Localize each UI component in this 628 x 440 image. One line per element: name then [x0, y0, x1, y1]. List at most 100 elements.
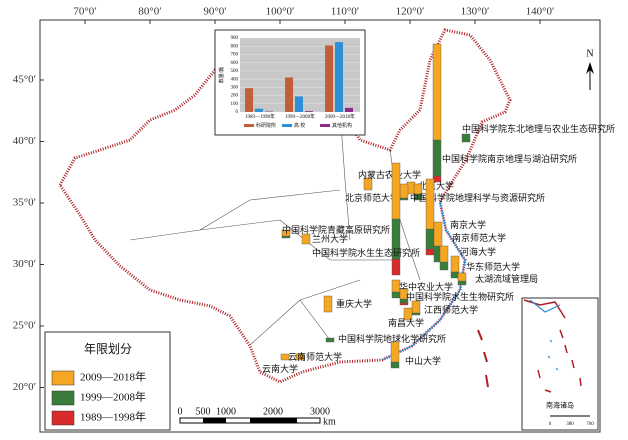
lat-tick-label: 45°0′	[13, 74, 36, 86]
institution-label: 南京师范大学	[452, 232, 506, 243]
bar	[345, 107, 353, 112]
institution-bar	[411, 300, 421, 314]
lat-tick-label: 40°0′	[13, 135, 36, 147]
institution-label: 中国科学院地球化学研究所	[338, 333, 446, 344]
institution-label: 中国科学院青藏高原研究所	[282, 224, 390, 235]
institution-bar	[281, 235, 291, 239]
institution-label: 江西师范大学	[424, 304, 478, 315]
south-sea-inset: 南海诸岛	[521, 297, 599, 431]
sea-boundary	[477, 329, 489, 388]
institution-label: 华中农业大学	[399, 281, 453, 292]
legend-label: 科研院所	[256, 122, 276, 129]
scale-label: 2000	[263, 406, 283, 417]
institution-label: 中国科学院南京地理与湖泊研究所	[442, 153, 577, 164]
institution-label: 中国科学院水生生态研究所	[312, 247, 420, 258]
inset-frame	[521, 297, 599, 431]
institution-bar	[391, 258, 401, 276]
lon-tick-label: 130°0′	[461, 6, 490, 18]
bar	[245, 88, 253, 112]
institution-bar	[399, 288, 409, 300]
institution-label: 南京大学	[450, 219, 486, 230]
coastline	[381, 201, 466, 361]
bar	[285, 77, 293, 112]
lon-tick-label: 120°0′	[396, 6, 425, 18]
y-tick-label: 100	[231, 102, 239, 107]
north-label: N	[586, 48, 593, 59]
legend-swatch	[51, 410, 75, 426]
institution-bar	[411, 312, 421, 316]
x-tick-label: 2009—2018年	[325, 113, 355, 120]
bar	[335, 42, 343, 112]
scale-segment	[250, 418, 297, 423]
y-tick-label: 600	[231, 61, 239, 66]
institution-label: 内蒙古农业大学	[358, 169, 421, 180]
inset-label: 南海诸岛	[546, 401, 574, 410]
bar	[325, 45, 333, 112]
institution-bar	[425, 248, 435, 256]
institution-bar	[457, 280, 467, 286]
legend-label: 高 校	[294, 122, 305, 129]
institution-bar	[301, 233, 311, 245]
institution-bar	[450, 271, 460, 279]
institution-label: 云南师范大学	[288, 351, 342, 362]
y-tick-label: 200	[231, 94, 239, 99]
institution-label: 重庆大学	[336, 298, 372, 309]
inset-scale-label: 760	[586, 422, 594, 427]
institution-bar	[457, 272, 467, 282]
institution-label: 中国科学院地理科学与资源研究所	[410, 192, 545, 203]
institution-bar	[425, 178, 435, 230]
legend-swatch	[320, 124, 330, 127]
legend-swatch	[244, 124, 254, 127]
bar	[255, 108, 263, 112]
institution-label: 北京师范大学	[345, 192, 399, 203]
y-tick-label: 400	[231, 77, 239, 82]
legend-swatch	[282, 124, 292, 127]
lon-tick-label: 90°0′	[203, 6, 226, 18]
inset-boundary	[523, 299, 582, 393]
x-tick-label: 1999—2008年	[285, 113, 315, 120]
institution-bar	[413, 183, 423, 195]
institution-bar	[439, 245, 449, 263]
scale-label: 500	[196, 406, 211, 417]
institution-bar	[281, 229, 291, 237]
lat-tick-label: 20°0′	[13, 381, 36, 393]
lon-tick-label: 140°0′	[526, 6, 555, 18]
institution-bar	[391, 162, 401, 220]
institution-bar	[391, 279, 401, 293]
institution-label: 河海大学	[460, 246, 496, 257]
institution-bar	[439, 261, 449, 271]
institution-label: 太湖流域管理局	[475, 273, 538, 284]
lon-tick-label: 100°0′	[266, 6, 295, 18]
lon-tick-label: 110°0′	[331, 6, 359, 18]
legend-label: 2009—2018年	[80, 370, 146, 384]
institution-label: 南昌大学	[388, 317, 424, 328]
institution-label: 北京大学	[418, 180, 454, 191]
bar	[295, 96, 303, 112]
legend-swatch	[51, 390, 75, 406]
institution-bar	[399, 183, 409, 199]
lat-tick-label: 35°0′	[13, 197, 36, 209]
lat-tick-label: 30°0′	[13, 258, 36, 270]
institution-bar	[325, 337, 335, 343]
x-tick-label: 1989—1998年	[245, 113, 275, 120]
legend-label: 其他机构	[332, 122, 352, 129]
y-tick-label: 500	[231, 69, 239, 74]
institution-bar	[461, 133, 471, 143]
y-tick-label: 700	[231, 53, 239, 58]
y-tick-label: 800	[231, 44, 239, 49]
institution-bar	[432, 43, 442, 141]
scale-unit: km	[323, 416, 336, 427]
scale-segment	[203, 418, 226, 423]
institution-bar	[399, 302, 409, 306]
y-tick-label: 0	[236, 110, 239, 115]
legend-swatch	[51, 370, 75, 386]
inset-scale-label: 0	[549, 422, 552, 427]
institution-bar	[450, 255, 460, 273]
institution-bar	[432, 139, 442, 177]
scale-label: 1000	[216, 406, 236, 417]
legend-label: 1999—2008年	[80, 390, 146, 404]
scale-label: 0	[178, 406, 183, 417]
inset-coast	[529, 299, 561, 371]
